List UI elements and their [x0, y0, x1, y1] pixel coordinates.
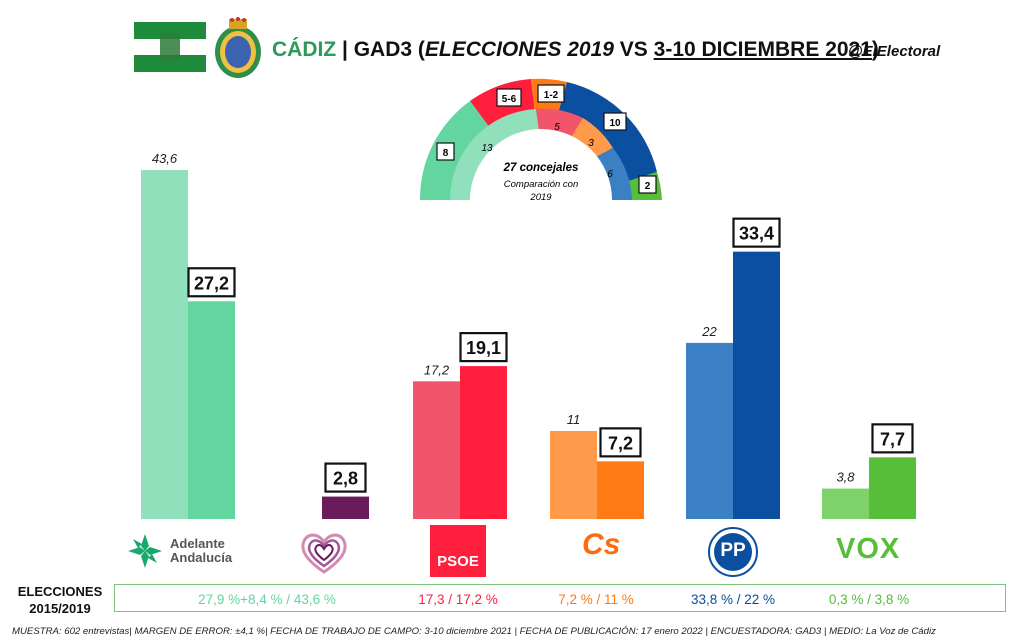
title-elections: ELECCIONES 2019 [424, 38, 614, 61]
hemi-label-adelante: 8 [443, 148, 449, 159]
hemi-title: 27 concejales [503, 162, 579, 174]
label-box-2021-vox [871, 423, 914, 454]
results-label-1: ELECCIONES [17, 584, 103, 599]
hemi-label-psoe: 5-6 [502, 94, 517, 105]
bar-2019-adelante [141, 170, 188, 519]
hemi-inner-adelante [449, 109, 539, 200]
hemi-inner-cs [571, 118, 613, 158]
hemi-label-pp: 10 [609, 118, 621, 129]
result-vox: 0,3 % / 3,8 % [828, 592, 910, 607]
hemi-outer-pp [553, 82, 657, 187]
pp-text: PP [720, 540, 746, 561]
hemi-subtitle-2: 2019 [529, 192, 552, 203]
footnote: MUESTRA: 602 entrevistas| MARGEN DE ERRO… [12, 626, 936, 637]
hemi-outer-adelante [419, 101, 499, 200]
author-handle: @ElElectoral [848, 43, 941, 60]
label-2019-vox: 3,8 [836, 470, 855, 485]
hemi-inner-label-pp: 6 [607, 169, 613, 180]
bar-2019-vox [822, 488, 869, 519]
label-2021-psoe: 19,1 [466, 338, 501, 358]
label-2021-adelante: 27,2 [194, 273, 229, 293]
title-dates: 3-10 DICIEMBRE 2021 [653, 38, 872, 61]
title-vs: VS [613, 38, 654, 61]
cadiz-seal-icon [215, 17, 261, 78]
hemi-inner-pp [594, 148, 632, 200]
label-2021-pp: 33,4 [739, 224, 774, 244]
result-adelante: 27,9 %+8,4 % / 43,6 % [198, 592, 336, 607]
label-2019-cs: 11 [567, 412, 581, 427]
adelante-star-icon [128, 534, 162, 568]
bar-2019-psoe [413, 381, 460, 519]
hemi-inner-label-adelante: 13 [481, 143, 493, 154]
label-2019-pp: 22 [701, 324, 717, 339]
bar-2021-vox [869, 457, 916, 519]
result-pp: 33,8 % / 22 % [690, 592, 776, 607]
hemi-inner-label-cs: 3 [588, 138, 594, 149]
label-box-2021-psoe [459, 332, 508, 363]
hemicycle: 8 5-6 1-2 10 2 13 5 3 6 27 concejales Co… [419, 78, 662, 203]
title-sep: | GAD3 ( [336, 38, 425, 61]
label-box-2021-podemos [324, 462, 367, 493]
bar-2021-pp [733, 251, 780, 519]
results-box [114, 584, 1006, 612]
label-2021-podemos: 2,8 [333, 469, 358, 489]
result-cs: 7,2 % / 11 % [558, 592, 634, 607]
hemi-label-vox: 2 [645, 181, 651, 192]
result-psoe: 17,3 / 17,2 % [418, 592, 498, 607]
hemi-subtitle-1: Comparación con [504, 179, 578, 190]
bar-2021-cs [597, 461, 644, 519]
logo-cs: Cs [582, 528, 621, 561]
title-city: CÁDIZ [272, 38, 337, 61]
logo-psoe: PSOE [430, 525, 486, 577]
bar-2019-pp [686, 342, 733, 519]
label-box-2021-pp [732, 217, 781, 248]
bar-2021-podemos [322, 496, 369, 519]
bar-chart: 8 5-6 1-2 10 2 13 5 3 6 27 concejales Co… [141, 78, 916, 519]
label-2021-cs: 7,2 [608, 433, 633, 453]
bar-2021-psoe [460, 366, 507, 519]
hemi-label-cs: 1-2 [544, 90, 559, 101]
label-2019-adelante: 43,6 [152, 151, 178, 166]
bar-2021-adelante [188, 301, 235, 519]
label-2021-vox: 7,7 [880, 429, 905, 449]
logo-pp: PP [708, 527, 758, 577]
bar-2019-cs [550, 430, 597, 519]
results-label-2: 2015/2019 [29, 601, 91, 616]
label-box-2021-cs [599, 427, 642, 458]
hemi-inner-label-psoe: 5 [554, 122, 560, 133]
label-box-2021-adelante [187, 267, 236, 298]
andalucia-flag [134, 22, 206, 72]
adelante-line2: Andalucía [170, 550, 233, 565]
page-title: CÁDIZ | GAD3 (ELECCIONES 2019 VS 3-10 DI… [272, 38, 879, 62]
title-close: ) [871, 38, 879, 61]
adelante-line1: Adelante [170, 536, 225, 551]
label-2019-psoe: 17,2 [424, 362, 450, 377]
logo-vox: VOX [836, 533, 901, 565]
podemos-heart-icon [301, 533, 347, 574]
psoe-text: PSOE [437, 553, 479, 570]
results-label: ELECCIONES 2015/2019 [8, 583, 112, 617]
